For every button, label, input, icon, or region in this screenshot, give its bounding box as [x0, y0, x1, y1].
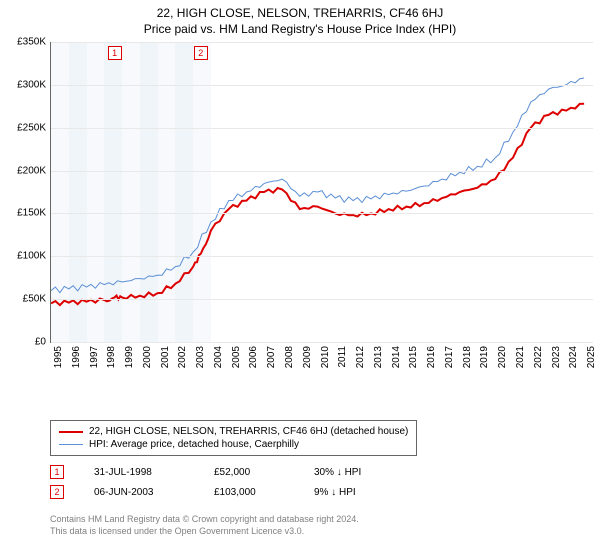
x-axis-label: 2020	[497, 346, 508, 368]
x-axis-label: 2003	[195, 346, 206, 368]
sale-diff: 9% ↓ HPI	[314, 487, 394, 498]
x-axis-label: 2007	[266, 346, 277, 368]
footnote-line: Contains HM Land Registry data © Crown c…	[50, 514, 359, 526]
plot-area: 12	[50, 42, 593, 343]
sale-marker: 1	[108, 46, 122, 60]
sale-price: £103,000	[214, 487, 284, 498]
legend: 22, HIGH CLOSE, NELSON, TREHARRIS, CF46 …	[50, 420, 417, 456]
x-axis-label: 2017	[444, 346, 455, 368]
sale-marker: 2	[194, 46, 208, 60]
chart: 12 £0£50K£100K£150K£200K£250K£300K£350K1…	[8, 42, 592, 372]
x-axis-label: 2005	[231, 346, 242, 368]
chart-lines	[51, 42, 593, 342]
legend-item: HPI: Average price, detached house, Caer…	[59, 438, 408, 451]
x-axis-label: 2004	[213, 346, 224, 368]
x-axis-label: 2019	[479, 346, 490, 368]
legend-label: HPI: Average price, detached house, Caer…	[89, 439, 299, 450]
x-axis-label: 2022	[533, 346, 544, 368]
x-axis-label: 2011	[337, 346, 348, 368]
x-axis-label: 2021	[515, 346, 526, 368]
x-axis-label: 2025	[586, 346, 597, 368]
sales-table: 1 31-JUL-1998 £52,000 30% ↓ HPI 2 06-JUN…	[50, 462, 394, 502]
series-hpi	[51, 78, 584, 293]
x-axis-label: 1995	[53, 346, 64, 368]
x-axis-label: 2010	[320, 346, 331, 368]
gridline	[51, 299, 593, 300]
legend-item: 22, HIGH CLOSE, NELSON, TREHARRIS, CF46 …	[59, 425, 408, 438]
sale-marker-badge: 2	[50, 485, 64, 499]
x-axis-label: 1998	[106, 346, 117, 368]
legend-swatch	[59, 431, 83, 433]
x-axis-label: 2015	[408, 346, 419, 368]
x-axis-label: 2018	[462, 346, 473, 368]
x-axis-label: 1997	[89, 346, 100, 368]
y-axis-label: £300K	[6, 79, 46, 90]
y-axis-label: £350K	[6, 37, 46, 48]
x-axis-label: 2000	[142, 346, 153, 368]
sale-date: 06-JUN-2003	[94, 487, 184, 498]
y-axis-label: £50K	[6, 294, 46, 305]
x-axis-label: 2012	[355, 346, 366, 368]
sale-diff: 30% ↓ HPI	[314, 467, 394, 478]
gridline	[51, 128, 593, 129]
legend-swatch	[59, 444, 83, 445]
footnote-line: This data is licensed under the Open Gov…	[50, 526, 359, 538]
gridline	[51, 171, 593, 172]
y-axis-label: £100K	[6, 251, 46, 262]
table-row: 1 31-JUL-1998 £52,000 30% ↓ HPI	[50, 462, 394, 482]
gridline	[51, 85, 593, 86]
y-axis-label: £0	[6, 337, 46, 348]
x-axis-label: 1996	[71, 346, 82, 368]
x-axis-label: 2009	[302, 346, 313, 368]
y-axis-label: £150K	[6, 208, 46, 219]
series-property	[51, 104, 584, 305]
gridline	[51, 42, 593, 43]
x-axis-label: 1999	[124, 346, 135, 368]
y-axis-label: £200K	[6, 165, 46, 176]
x-axis-label: 2014	[391, 346, 402, 368]
gridline	[51, 213, 593, 214]
sale-marker-badge: 1	[50, 465, 64, 479]
legend-label: 22, HIGH CLOSE, NELSON, TREHARRIS, CF46 …	[89, 426, 408, 437]
sale-price: £52,000	[214, 467, 284, 478]
x-axis-label: 2008	[284, 346, 295, 368]
x-axis-label: 2001	[160, 346, 171, 368]
sale-date: 31-JUL-1998	[94, 467, 184, 478]
gridline	[51, 256, 593, 257]
x-axis-label: 2023	[551, 346, 562, 368]
x-axis-label: 2016	[426, 346, 437, 368]
x-axis-label: 2024	[568, 346, 579, 368]
page-title: 22, HIGH CLOSE, NELSON, TREHARRIS, CF46 …	[0, 0, 600, 20]
x-axis-label: 2013	[373, 346, 384, 368]
footnote: Contains HM Land Registry data © Crown c…	[50, 514, 359, 537]
gridline	[51, 342, 593, 343]
x-axis-label: 2002	[177, 346, 188, 368]
table-row: 2 06-JUN-2003 £103,000 9% ↓ HPI	[50, 482, 394, 502]
chart-container: 22, HIGH CLOSE, NELSON, TREHARRIS, CF46 …	[0, 0, 600, 560]
y-axis-label: £250K	[6, 122, 46, 133]
page-subtitle: Price paid vs. HM Land Registry's House …	[0, 20, 600, 40]
x-axis-label: 2006	[248, 346, 259, 368]
